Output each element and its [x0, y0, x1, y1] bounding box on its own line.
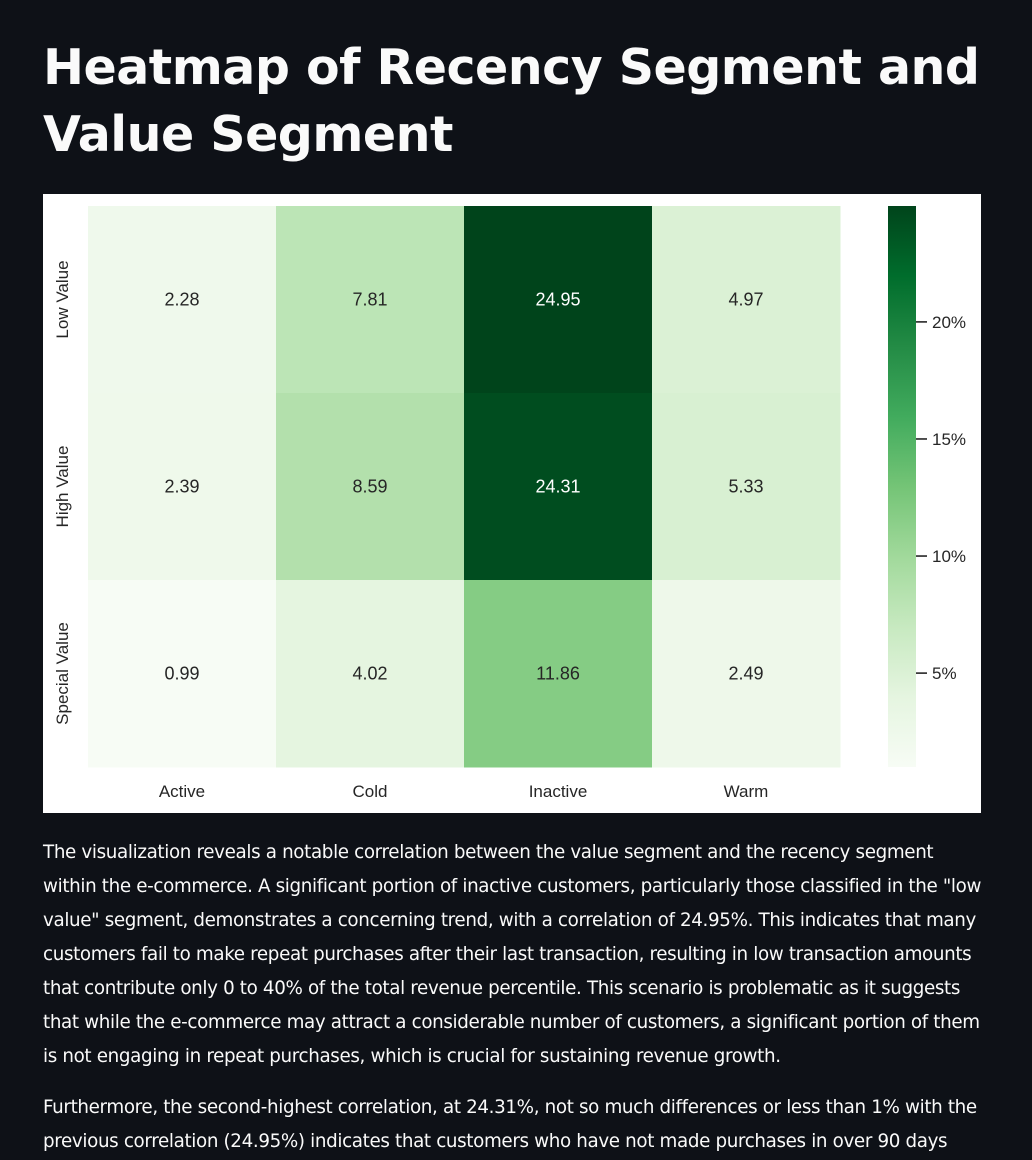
heatmap-cell-value: 4.02: [352, 664, 387, 684]
x-tick-label: Inactive: [529, 782, 588, 801]
y-tick-label: Low Value: [53, 260, 72, 338]
heatmap-cell-value: 7.81: [352, 290, 387, 310]
heatmap-cell-value: 24.95: [535, 290, 580, 310]
heatmap-cell-value: 2.39: [164, 477, 199, 497]
heatmap-cell: [652, 580, 841, 768]
heatmap-figure: 2.28 7.81 24.95 4.97 2.39 8.59 24.31 5.33 0.99 4.…: [43, 194, 981, 813]
heatmap-cell: [276, 206, 465, 394]
heatmap-cell-value: 11.86: [536, 664, 580, 684]
colorbar-tick-label: 20%: [932, 313, 966, 332]
heatmap-cell-value: 0.99: [164, 664, 199, 684]
heatmap-cell: [88, 206, 277, 394]
heatmap-cell-value: 2.28: [164, 290, 199, 310]
heatmap-cell: [652, 206, 841, 394]
y-tick-label: High Value: [53, 446, 72, 528]
analysis-paragraph-1: The visualization reveals a notable corr…: [43, 842, 982, 1067]
colorbar: [888, 206, 916, 767]
heatmap-cell-value: 4.97: [728, 290, 763, 310]
heatmap-cell: [276, 393, 465, 581]
heatmap-chart: 2.28 7.81 24.95 4.97 2.39 8.59 24.31 5.33 0.99 4.…: [53, 206, 966, 801]
heatmap-cell: [464, 393, 653, 581]
page-title: Heatmap of Recency Segment and Value Seg…: [43, 39, 980, 163]
heatmap-cell-value: 2.49: [728, 664, 763, 684]
heatmap-cell-value: 24.31: [535, 477, 580, 497]
analysis-paragraph-2: Furthermore, the second-highest correlat…: [43, 1097, 977, 1152]
y-tick-label: Special Value: [53, 622, 72, 725]
colorbar-tick-label: 10%: [932, 547, 966, 566]
heatmap-cell: [88, 393, 277, 581]
heatmap-cell: [464, 580, 653, 768]
heatmap-cell: [464, 206, 653, 394]
heatmap-cell: [276, 580, 465, 768]
heatmap-cell-value: 8.59: [352, 477, 387, 497]
x-tick-label: Warm: [724, 782, 769, 801]
analysis-text: The visualization reveals a notable corr…: [43, 836, 988, 1160]
heatmap-cell-value: 5.33: [728, 477, 763, 497]
colorbar-tick-label: 15%: [932, 430, 966, 449]
heatmap-cell: [88, 580, 277, 768]
x-tick-label: Cold: [353, 782, 388, 801]
colorbar-tick-label: 5%: [932, 664, 957, 683]
heatmap-cell: [652, 393, 841, 581]
x-tick-label: Active: [159, 782, 205, 801]
